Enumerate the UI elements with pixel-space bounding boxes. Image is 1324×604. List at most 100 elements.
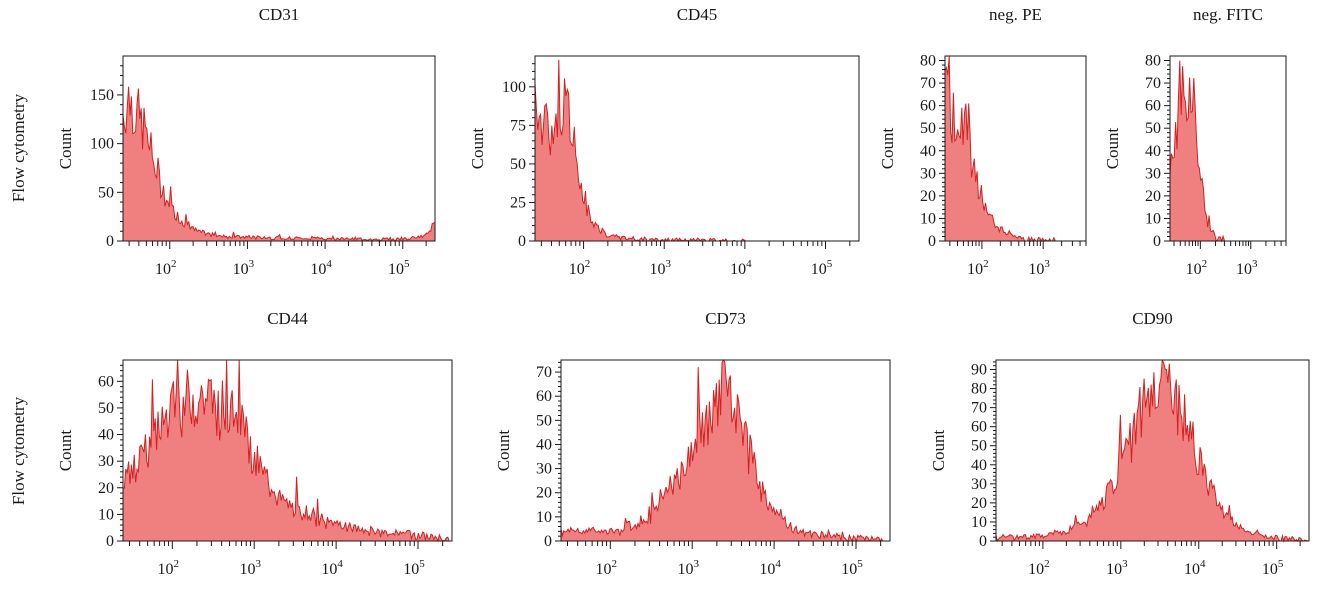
y-tick-label: 60 xyxy=(536,388,552,405)
x-tick-label: 104 xyxy=(730,258,752,278)
chart-title: CD45 xyxy=(677,5,718,24)
y-tick-label: 30 xyxy=(98,453,114,470)
y-tick-label: 70 xyxy=(971,400,987,417)
y-tick-label: 70 xyxy=(1145,75,1161,92)
x-tick-label: 102 xyxy=(569,258,591,278)
y-axis-label: Count xyxy=(56,429,75,471)
histogram-line xyxy=(122,359,452,543)
y-tick-label: 20 xyxy=(920,188,936,205)
plot-frame xyxy=(944,55,1087,242)
x-tick-label: 103 xyxy=(1106,558,1128,578)
histogram-area xyxy=(1170,60,1286,241)
chart-panel-3: neg. PE Count 0 10 20 30 40 50 60 70 80 102 103 xyxy=(878,5,1087,278)
row-label-2: Flow cytometry xyxy=(9,396,28,505)
x-tick-label: 105 xyxy=(403,558,425,578)
y-tick-label: 100 xyxy=(502,79,526,96)
y-tick-label: 60 xyxy=(971,419,987,436)
y-tick-label: 10 xyxy=(971,514,987,531)
row-label-1: Flow cytometry xyxy=(9,93,28,202)
y-tick-label: 40 xyxy=(536,436,552,453)
x-tick-label: 103 xyxy=(1028,258,1050,278)
y-tick-label: 60 xyxy=(1145,98,1161,115)
histogram-area xyxy=(123,86,435,241)
y-axis-label: Count xyxy=(56,127,75,169)
x-tick-label: 104 xyxy=(1184,558,1206,578)
y-tick-label: 0 xyxy=(106,533,114,550)
chart-title: CD31 xyxy=(259,5,300,24)
chart-title: CD90 xyxy=(1132,309,1173,328)
y-tick-label: 0 xyxy=(106,233,114,250)
y-tick-label: 40 xyxy=(1145,143,1161,160)
y-tick-label: 40 xyxy=(971,457,987,474)
x-tick-label: 104 xyxy=(321,558,343,578)
y-tick-label: 20 xyxy=(536,485,552,502)
chart-panel-7: CD90 Count 0 10 20 30 40 50 60 70 80 90 102 103 104 105 xyxy=(929,309,1310,578)
y-axis-label: Count xyxy=(878,127,897,169)
y-tick-label: 70 xyxy=(920,75,936,92)
y-tick-label: 30 xyxy=(1145,165,1161,182)
y-tick-label: 30 xyxy=(920,165,936,182)
y-axis-label: Count xyxy=(494,429,513,471)
y-tick-label: 50 xyxy=(920,120,936,137)
y-tick-label: 50 xyxy=(971,438,987,455)
y-tick-label: 20 xyxy=(98,480,114,497)
x-tick-label: 105 xyxy=(1262,558,1284,578)
y-tick-label: 90 xyxy=(971,362,987,379)
x-tick-label: 102 xyxy=(155,258,177,278)
x-tick-label: 105 xyxy=(811,258,833,278)
y-tick-label: 0 xyxy=(979,533,987,550)
y-tick-label: 0 xyxy=(518,233,526,250)
x-tick-label: 102 xyxy=(1028,558,1050,578)
histogram-line xyxy=(995,359,1309,543)
y-tick-label: 75 xyxy=(510,117,526,134)
y-tick-label: 50 xyxy=(98,184,114,201)
x-tick-label: 103 xyxy=(1236,258,1258,278)
x-tick-label: 102 xyxy=(967,258,989,278)
x-tick-label: 105 xyxy=(388,258,410,278)
chart-title: neg. PE xyxy=(989,5,1042,24)
y-tick-label: 50 xyxy=(98,400,114,417)
chart-panel-4: neg. FITC Count 0 10 20 30 40 50 60 70 80 102 103 xyxy=(1103,5,1287,278)
y-tick-label: 25 xyxy=(510,194,526,211)
x-tick-label: 103 xyxy=(649,258,671,278)
x-tick-label: 104 xyxy=(310,258,332,278)
y-tick-label: 30 xyxy=(971,476,987,493)
x-tick-label: 102 xyxy=(1186,258,1208,278)
y-tick-label: 60 xyxy=(920,98,936,115)
y-tick-label: 0 xyxy=(544,533,552,550)
x-tick-label: 104 xyxy=(759,558,781,578)
y-tick-label: 70 xyxy=(536,364,552,381)
x-tick-label: 105 xyxy=(841,558,863,578)
y-tick-label: 100 xyxy=(90,136,114,153)
plot-frame xyxy=(122,55,436,242)
histogram-area xyxy=(945,56,1086,241)
y-tick-label: 40 xyxy=(920,143,936,160)
histogram-line xyxy=(560,359,890,543)
y-tick-label: 40 xyxy=(98,427,114,444)
histogram-area xyxy=(561,360,890,541)
chart-panel-6: CD73 Count 0 10 20 30 40 50 60 70 102 103 104 105 xyxy=(494,309,891,578)
y-tick-label: 10 xyxy=(536,509,552,526)
plot-frame xyxy=(995,359,1310,542)
x-tick-label: 102 xyxy=(596,558,618,578)
y-tick-label: 20 xyxy=(971,495,987,512)
histogram-area xyxy=(996,360,1309,541)
y-tick-label: 80 xyxy=(1145,53,1161,70)
histogram-line xyxy=(122,86,436,242)
chart-panel-1: CD31 Count 0 50 100 150 102 103 104 105 xyxy=(56,5,436,278)
y-tick-label: 80 xyxy=(920,53,936,70)
y-tick-label: 0 xyxy=(928,233,936,250)
y-axis-label: Count xyxy=(929,429,948,471)
chart-panel-2: CD45 Count 0 25 50 75 100 102 103 104 105 xyxy=(468,5,860,278)
chart-title: CD73 xyxy=(705,309,746,328)
y-tick-label: 80 xyxy=(971,381,987,398)
y-axis-label: Count xyxy=(468,127,487,169)
y-tick-label: 50 xyxy=(1145,120,1161,137)
chart-title: neg. FITC xyxy=(1193,5,1263,24)
y-tick-label: 60 xyxy=(98,373,114,390)
chart-title: CD44 xyxy=(267,309,308,328)
x-tick-label: 103 xyxy=(239,558,261,578)
y-axis-label: Count xyxy=(1103,127,1122,169)
histogram-area xyxy=(535,59,859,241)
